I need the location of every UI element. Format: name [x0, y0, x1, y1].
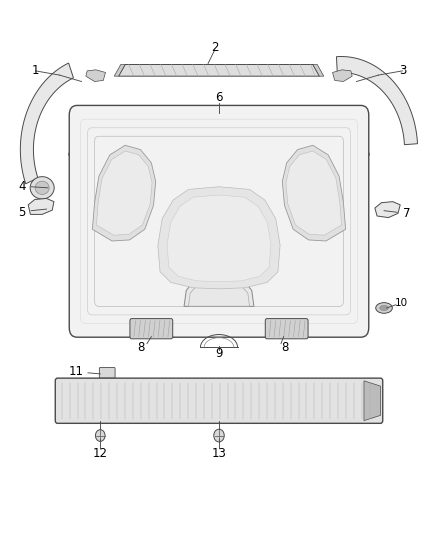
- Text: 4: 4: [18, 180, 25, 193]
- Text: 9: 9: [215, 347, 223, 360]
- Polygon shape: [167, 195, 271, 282]
- Polygon shape: [375, 201, 400, 217]
- Polygon shape: [313, 64, 324, 76]
- FancyBboxPatch shape: [130, 319, 173, 339]
- Polygon shape: [96, 151, 152, 235]
- Text: 2: 2: [211, 41, 219, 54]
- Polygon shape: [86, 70, 106, 82]
- Text: 8: 8: [281, 341, 288, 354]
- Ellipse shape: [30, 176, 54, 199]
- Polygon shape: [364, 381, 381, 421]
- FancyBboxPatch shape: [69, 106, 369, 337]
- Ellipse shape: [376, 303, 392, 313]
- Text: 12: 12: [93, 447, 108, 460]
- Polygon shape: [283, 146, 346, 241]
- Polygon shape: [184, 280, 254, 306]
- Polygon shape: [68, 149, 101, 165]
- FancyBboxPatch shape: [55, 378, 383, 423]
- Circle shape: [214, 429, 224, 442]
- Text: 11: 11: [68, 365, 83, 378]
- Polygon shape: [337, 149, 370, 165]
- Text: 6: 6: [215, 91, 223, 104]
- Ellipse shape: [380, 305, 389, 311]
- Polygon shape: [286, 151, 342, 235]
- Text: 8: 8: [138, 341, 145, 354]
- Polygon shape: [114, 64, 125, 76]
- Polygon shape: [119, 64, 319, 76]
- FancyBboxPatch shape: [99, 368, 115, 378]
- Text: 5: 5: [18, 206, 25, 219]
- Polygon shape: [28, 198, 54, 214]
- Text: 7: 7: [403, 207, 410, 220]
- Polygon shape: [158, 187, 280, 289]
- Polygon shape: [336, 56, 417, 144]
- Circle shape: [95, 430, 105, 441]
- Polygon shape: [20, 63, 74, 184]
- Ellipse shape: [35, 181, 49, 195]
- Text: 3: 3: [399, 64, 406, 77]
- Polygon shape: [332, 70, 352, 82]
- Text: 10: 10: [395, 297, 408, 308]
- Text: 13: 13: [212, 447, 226, 460]
- Polygon shape: [92, 146, 155, 241]
- FancyBboxPatch shape: [265, 319, 308, 339]
- Text: 1: 1: [32, 64, 39, 77]
